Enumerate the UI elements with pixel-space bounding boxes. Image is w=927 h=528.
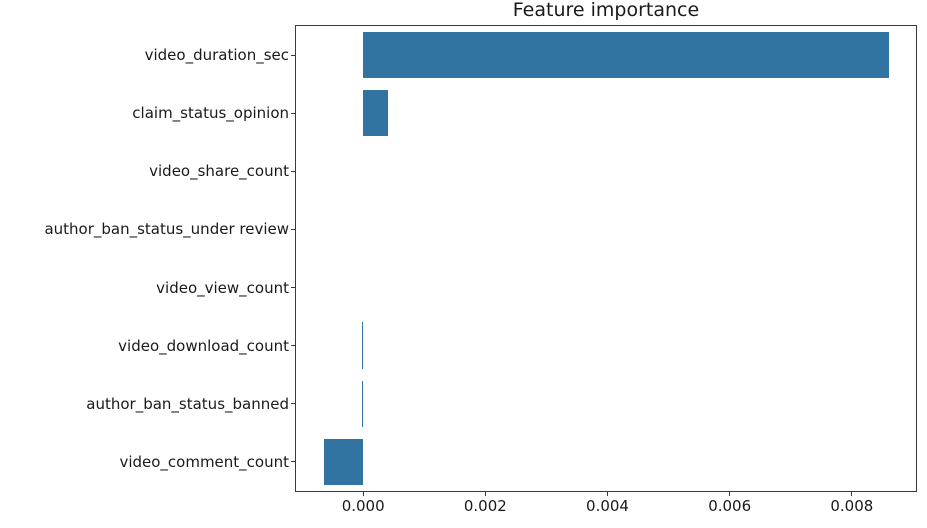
bar-author_ban_status_banned — [361, 380, 364, 428]
chart-title: Feature importance — [512, 0, 700, 21]
x-tick-label: 0.008 — [830, 497, 874, 515]
y-tick-label: video_view_count — [156, 278, 289, 297]
x-tick-mark — [607, 492, 609, 496]
x-tick-label: 0.000 — [341, 497, 385, 515]
y-tick-label: author_ban_status_under review — [44, 220, 289, 239]
plot-frame — [295, 25, 917, 492]
bar-video_download_count — [361, 322, 364, 369]
y-tick-mark — [291, 287, 295, 289]
x-tick-mark — [851, 492, 853, 496]
y-tick-mark — [291, 170, 295, 172]
y-tick-label: video_comment_count — [119, 452, 289, 471]
y-tick-label: video_share_count — [149, 162, 289, 181]
x-tick-label: 0.004 — [586, 497, 629, 515]
y-tick-mark — [291, 345, 295, 347]
y-tick-mark — [291, 403, 295, 405]
bar-video_duration_sec — [363, 31, 889, 79]
bars-layer — [296, 26, 916, 491]
x-tick-mark — [729, 492, 731, 496]
y-tick-label: claim_status_opinion — [132, 104, 289, 123]
y-tick-label: video_duration_sec — [144, 46, 289, 65]
y-tick-label: video_download_count — [118, 336, 289, 355]
bar-video_comment_count — [324, 438, 364, 486]
x-tick-label: 0.006 — [708, 497, 752, 515]
x-tick-mark — [484, 492, 486, 496]
x-tick-mark — [362, 492, 364, 496]
y-tick-mark — [291, 228, 295, 230]
y-tick-mark — [291, 54, 295, 56]
y-tick-label: author_ban_status_banned — [86, 394, 289, 413]
bar-claim_status_opinion — [363, 89, 388, 137]
x-tick-label: 0.002 — [463, 497, 507, 515]
y-tick-mark — [291, 112, 295, 114]
y-tick-mark — [291, 461, 295, 463]
